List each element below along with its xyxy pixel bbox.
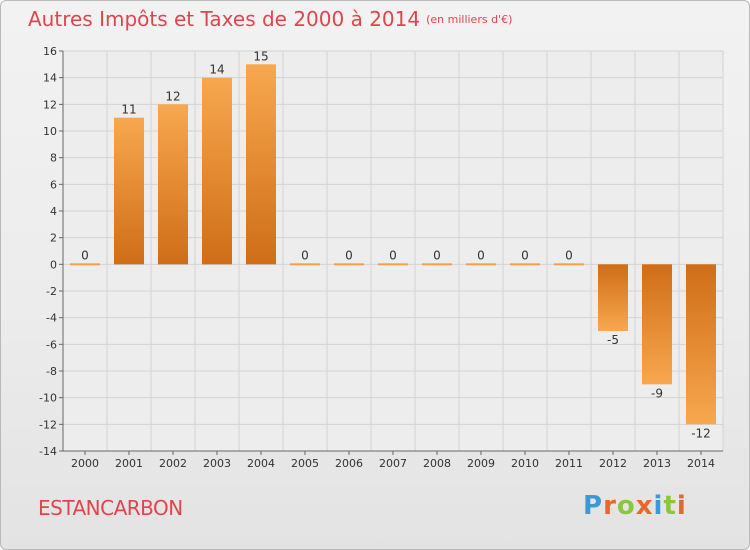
y-tick-label: 2 [50,232,57,245]
bar-2009 [466,263,496,266]
bar-2014 [686,264,716,425]
y-tick-label: -12 [39,418,57,431]
commune-name: ESTANCARBON [38,496,183,520]
y-tick-label: 12 [43,98,57,111]
value-label-2001: 11 [121,103,136,117]
y-tick-label: 16 [43,45,57,58]
bars [70,64,716,425]
y-tick-label: 14 [43,72,57,85]
logo-letter: i [653,491,664,521]
value-label-2002: 12 [165,89,180,103]
bar-2011 [554,263,584,266]
value-label-2014: -12 [691,426,711,440]
bar-2000 [70,263,100,266]
y-tick-label: 10 [43,125,57,138]
value-label-2013: -9 [651,386,663,400]
y-tick-label: 6 [50,178,57,191]
bar-2010 [510,263,540,266]
bar-2005 [290,263,320,266]
y-tick-label: -4 [46,312,57,325]
x-tick-label-2007: 2007 [379,457,407,470]
value-label-2010: 0 [521,248,529,262]
value-label-2003: 14 [209,63,224,77]
y-tick-label: 4 [50,205,57,218]
bar-2008 [422,263,452,266]
x-tick-label-2006: 2006 [335,457,363,470]
x-tick-label-2004: 2004 [247,457,275,470]
x-tick-label-2002: 2002 [159,457,187,470]
bar-2006 [334,263,364,266]
logo-letter: t [663,491,677,521]
bar-2007 [378,263,408,266]
logo-letter: P [583,491,604,521]
y-tick-label: 0 [50,258,57,271]
bar-2012 [598,264,628,331]
chart-title-text: Autres Impôts et Taxes de 2000 à 2014 [28,7,421,31]
x-tick-label-2001: 2001 [115,457,143,470]
x-tick-label-2013: 2013 [643,457,671,470]
x-tick-label-2008: 2008 [423,457,451,470]
x-tick-label-2005: 2005 [291,457,319,470]
value-label-2007: 0 [389,248,397,262]
labels: 16 14 12 10 8 6 4 2 0 -2 -4 -6 -8 -10 -12 -14 0 2000 11 200… [39,45,715,470]
value-label-2008: 0 [433,248,441,262]
logo-letter: o [616,491,636,521]
y-tick-label: 8 [50,152,57,165]
chart-unit-label: (en milliers d'€) [426,13,513,26]
logo-letter: r [603,491,617,521]
x-tick-label-2014: 2014 [687,457,715,470]
value-label-2012: -5 [607,333,619,347]
x-tick-label-2010: 2010 [511,457,539,470]
logo-letter: x [635,491,654,521]
x-tick-label-2011: 2011 [555,457,583,470]
bar-2003 [202,77,232,265]
x-tick-label-2009: 2009 [467,457,495,470]
y-tick-label: -10 [39,392,57,405]
y-tick-label: -8 [46,365,57,378]
axes [59,50,723,455]
bar-2002 [158,104,188,265]
y-tick-label: -2 [46,285,57,298]
value-label-2004: 15 [253,49,268,63]
proxiti-logo: Proxiti [583,491,687,521]
value-label-2000: 0 [81,248,89,262]
y-tick-label: -6 [46,338,57,351]
value-label-2005: 0 [301,248,309,262]
y-tick-label: -14 [39,445,57,458]
value-label-2011: 0 [565,248,573,262]
logo-letter: i [676,491,687,521]
x-tick-label-2012: 2012 [599,457,627,470]
value-label-2006: 0 [345,248,353,262]
x-tick-label-2003: 2003 [203,457,231,470]
x-tick-label-2000: 2000 [71,457,99,470]
bar-2001 [114,117,144,265]
chart-title: Autres Impôts et Taxes de 2000 à 2014 (en… [28,7,512,31]
bar-2013 [642,264,672,385]
bar-2004 [246,64,276,265]
value-label-2009: 0 [477,248,485,262]
